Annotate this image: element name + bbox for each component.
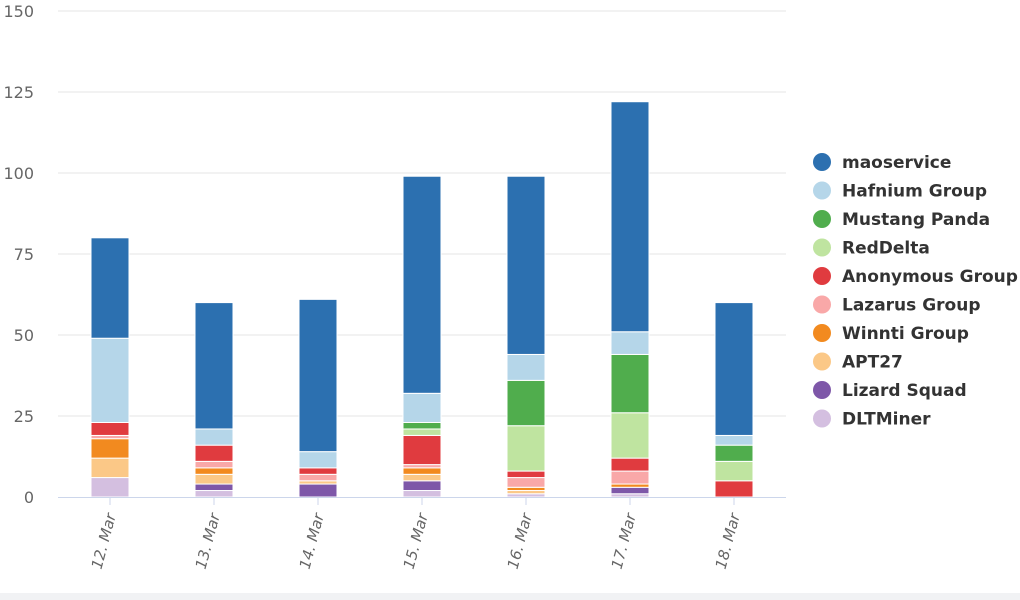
legend-label: Hafnium Group <box>842 182 987 202</box>
bar-segment[interactable] <box>402 175 442 394</box>
bars <box>90 101 754 498</box>
legend-label: maoservice <box>842 153 951 173</box>
bar-segment[interactable] <box>194 460 234 469</box>
x-tick-label: 17. Mar <box>608 511 640 571</box>
legend-marker <box>813 181 831 200</box>
bottom-scroll-strip <box>0 593 1020 600</box>
y-tick-label: 150 <box>3 2 34 21</box>
bar-segment[interactable] <box>402 467 442 475</box>
legend-label: APT27 <box>842 353 903 373</box>
legend-item[interactable]: DLTMiner <box>813 409 931 430</box>
bar-segment[interactable] <box>194 483 234 492</box>
bar-segment[interactable] <box>298 451 338 469</box>
bar-segment[interactable] <box>298 467 338 475</box>
bar-segment[interactable] <box>714 302 754 436</box>
legend-label: DLTMiner <box>842 410 931 430</box>
bar-segment[interactable] <box>194 490 234 498</box>
bar-segment[interactable] <box>506 353 546 381</box>
x-axis <box>58 497 786 505</box>
bar-segment[interactable] <box>402 434 442 466</box>
x-tick-label: 15. Mar <box>400 511 432 571</box>
legend-item[interactable]: Lazarus Group <box>813 295 980 316</box>
bar-segment[interactable] <box>610 101 650 333</box>
y-axis-ticks: 0 25 50 75 100 125 150 <box>3 2 34 507</box>
x-tick-label: 14. Mar <box>296 511 328 571</box>
legend-item[interactable]: APT27 <box>813 352 903 373</box>
bar-segment[interactable] <box>714 434 754 446</box>
bar-segment[interactable] <box>402 392 442 423</box>
bar-segment[interactable] <box>194 473 234 485</box>
bar-segment[interactable] <box>506 379 546 427</box>
bar-segment[interactable] <box>194 444 234 462</box>
bar-segment[interactable] <box>506 470 546 479</box>
legend-label: Winnti Group <box>842 324 969 344</box>
legend-marker <box>813 324 831 342</box>
legend-item[interactable]: RedDelta <box>813 238 930 259</box>
y-tick-label: 25 <box>14 407 34 426</box>
y-tick-label: 75 <box>14 245 34 264</box>
bar-segment[interactable] <box>506 425 546 472</box>
bar-segment[interactable] <box>506 175 546 355</box>
legend-label: Lizard Squad <box>842 381 967 401</box>
legend-label: Mustang Panda <box>842 210 990 230</box>
bar-segment[interactable] <box>714 460 754 482</box>
bar-segment[interactable] <box>402 473 442 482</box>
legend-marker <box>813 352 831 371</box>
y-tick-label: 100 <box>3 164 34 183</box>
legend-item[interactable]: Lizard Squad <box>813 381 967 401</box>
bar-segment[interactable] <box>90 237 130 339</box>
legend-marker <box>813 153 831 171</box>
legend-marker <box>813 295 831 314</box>
x-tick-label: 13. Mar <box>192 511 224 571</box>
bar-segment[interactable] <box>402 428 442 436</box>
x-tick-label: 18. Mar <box>712 511 744 571</box>
legend-marker <box>813 210 831 228</box>
legend-marker <box>813 381 831 399</box>
x-tick-label: 12. Mar <box>88 511 120 571</box>
y-tick-label: 0 <box>24 488 34 507</box>
bar-segment[interactable] <box>90 438 130 459</box>
bar-segment[interactable] <box>194 428 234 446</box>
bar-segment[interactable] <box>610 470 650 485</box>
legend-item[interactable]: Winnti Group <box>813 324 969 344</box>
legend-marker <box>813 267 831 285</box>
bar-segment[interactable] <box>714 444 754 462</box>
legend-marker <box>813 409 831 428</box>
x-axis-ticks: 12. Mar 13. Mar 14. Mar 15. Mar 16. Mar 17. M… <box>88 511 744 571</box>
bar-segment[interactable] <box>714 480 754 498</box>
legend-label: Lazarus Group <box>842 296 980 316</box>
legend-item[interactable]: Anonymous Group <box>813 267 1018 287</box>
bar-segment[interactable] <box>298 483 338 498</box>
bar-segment[interactable] <box>402 421 442 430</box>
y-tick-label: 50 <box>14 326 34 345</box>
bar-segment[interactable] <box>610 457 650 472</box>
x-tick-label: 16. Mar <box>504 511 536 571</box>
legend-label: Anonymous Group <box>842 267 1018 287</box>
bar-segment[interactable] <box>610 486 650 495</box>
legend-item[interactable]: maoservice <box>813 153 951 173</box>
legend-item[interactable]: Hafnium Group <box>813 181 987 202</box>
bar-segment[interactable] <box>610 412 650 459</box>
legend-item[interactable]: Mustang Panda <box>813 210 990 230</box>
bar-segment[interactable] <box>610 331 650 355</box>
bar-segment[interactable] <box>298 473 338 482</box>
bar-segment[interactable] <box>90 457 130 479</box>
bar-segment[interactable] <box>610 353 650 414</box>
bar-segment[interactable] <box>506 477 546 488</box>
legend-marker <box>813 238 831 257</box>
bar-segment[interactable] <box>402 480 442 492</box>
y-tick-label: 125 <box>3 83 34 102</box>
bar-segment[interactable] <box>194 467 234 475</box>
bar-segment[interactable] <box>90 421 130 436</box>
bar-segment[interactable] <box>298 298 338 453</box>
legend-label: RedDelta <box>842 239 930 259</box>
legend: maoservice Hafnium Group Mustang Panda RedD… <box>813 153 1018 430</box>
bar-segment[interactable] <box>90 477 130 498</box>
bar-segment[interactable] <box>402 490 442 498</box>
bar-segment[interactable] <box>90 337 130 423</box>
bar-segment[interactable] <box>194 302 234 430</box>
